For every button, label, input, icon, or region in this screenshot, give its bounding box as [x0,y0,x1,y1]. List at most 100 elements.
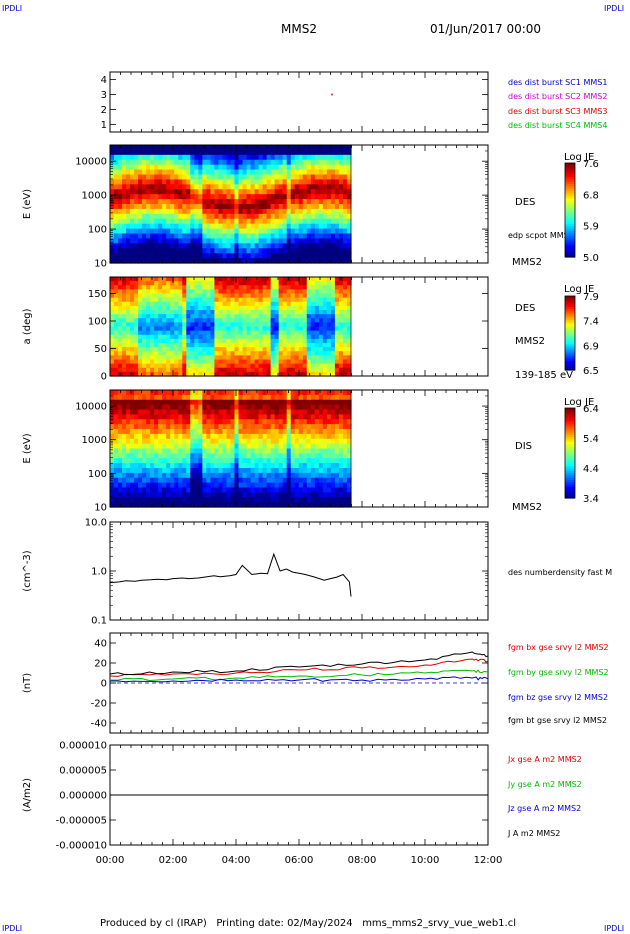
des_pitch-heatmap-cell [138,343,143,348]
des_pitch-heatmap-cell [166,289,171,295]
des_energy-heatmap-cell [198,223,203,230]
des_energy-heatmap-cell [274,253,280,259]
dis_energy-heatmap-cell [346,419,352,425]
dis_energy-heatmap-cell [218,399,224,406]
dis_energy-heatmap-cell [194,424,199,430]
des_pitch-heatmap-cell [282,355,288,361]
des_pitch-heatmap-cell [110,359,115,365]
des_pitch-heatmap-cell [122,363,127,369]
dis_energy-heatmap-cell [342,419,348,425]
dis_energy-heatmap-cell [330,443,336,450]
des_energy-heatmap-cell [226,258,232,264]
des_pitch-heatmap-cell [194,326,199,332]
dis_energy-heatmap-cell [326,429,332,435]
dis_energy-heatmap-cell [218,438,224,445]
des_energy-heatmap-cell [138,228,143,235]
des_pitch-heatmap-cell [226,301,232,307]
des_pitch-heatmap-cell [134,281,139,286]
des_energy-heatmap-cell [110,204,115,210]
des_energy-heatmap-cell [310,189,316,195]
des_energy-colorbar-title: Log JE [564,152,594,163]
des_energy-heatmap-cell [234,243,240,249]
des_pitch-heatmap-cell [126,297,131,303]
dis_energy-heatmap-cell [286,414,292,420]
des_pitch-heatmap-cell [198,334,203,340]
dis_energy-heatmap-cell [318,463,324,469]
des_pitch-heatmap-cell [222,322,228,328]
dis_energy-heatmap-cell [230,399,236,406]
des_energy-heatmap-cell [134,174,139,181]
des_energy-heatmap-cell [274,174,280,181]
des_energy-heatmap-cell [122,159,127,166]
des_energy-heatmap-cell [318,154,324,161]
des_energy-heatmap-cell [178,169,183,176]
des_pitch-heatmap-cell [146,363,151,369]
dis_energy-heatmap-cell [258,433,264,440]
des_energy-heatmap-cell [278,164,284,171]
des_pitch-heatmap-cell [274,334,280,340]
dis_energy-heatmap-cell [242,409,248,415]
des_energy-heatmap-cell [326,154,332,161]
des_pitch-heatmap-cell [174,314,179,319]
des_energy-heatmap-cell [278,194,284,200]
dis_energy-heatmap-cell [182,448,187,454]
des_energy-heatmap-cell [294,169,300,176]
des_pitch-heatmap-cell [210,363,216,369]
des_energy-heatmap-cell [182,218,187,225]
des_energy-heatmap-cell [242,238,248,244]
des_pitch-heatmap-cell [234,277,240,282]
dis_energy-heatmap-cell [210,443,216,450]
bottom-left-corner-label: IPDLI [2,924,23,933]
dis_energy-heatmap-cell [226,429,232,435]
des_pitch-heatmap-cell [298,322,304,328]
dis_energy-heatmap-cell [130,477,135,484]
des_pitch-heatmap-cell [210,371,216,377]
des_energy-heatmap-cell [342,194,348,200]
dis_energy-heatmap-cell [250,438,256,445]
des_energy-heatmap-cell [334,169,340,176]
des_pitch-heatmap-cell [178,355,183,361]
des_energy-heatmap-cell [170,213,175,220]
des_energy-colorbar-step [565,200,575,204]
dis_energy-heatmap-cell [130,497,135,503]
des_energy-heatmap-cell [342,159,348,166]
dis_energy-heatmap-cell [230,404,236,411]
des_pitch-heatmap-cell [110,301,115,307]
des_pitch-heatmap-cell [270,314,276,319]
des_energy-heatmap-cell [190,204,195,210]
dis_energy-heatmap-cell [110,419,115,425]
des_pitch-heatmap-cell [206,371,212,377]
des_energy-heatmap-cell [146,243,151,249]
dis_energy-heatmap-cell [138,419,143,425]
des_pitch-heatmap-cell [246,351,252,356]
dis_energy-heatmap-cell [246,468,252,474]
des_pitch-heatmap-cell [130,301,135,307]
des_pitch-heatmap-cell [342,351,348,356]
dis_energy-heatmap-cell [322,394,328,401]
dis_energy-heatmap-cell [270,472,276,479]
des_pitch-heatmap-cell [266,343,272,348]
des_energy-heatmap-cell [294,179,300,185]
des_pitch-heatmap-cell [190,338,195,344]
dis_energy-heatmap-cell [302,424,308,430]
dis_energy-heatmap-cell [154,399,159,406]
des_pitch-heatmap-cell [230,277,236,282]
des_pitch-heatmap-cell [226,343,232,348]
des_pitch-heatmap-cell [114,338,119,344]
des_energy-heatmap-cell [310,149,316,156]
dis_energy-heatmap-cell [310,404,316,411]
des_energy-colorbar-step [565,245,575,249]
des_pitch-heatmap-cell [126,322,131,328]
des_pitch-heatmap-cell [334,289,340,295]
des_energy-heatmap-cell [290,218,296,225]
des_pitch-heatmap-cell [334,347,340,352]
des_pitch-heatmap-cell [290,371,296,377]
dis_energy-heatmap-cell [278,394,284,401]
dis_energy-heatmap-cell [314,394,320,401]
des_pitch-heatmap-cell [114,367,119,373]
des_energy-heatmap-cell [314,223,320,230]
des_energy-heatmap-cell [142,174,147,181]
des_pitch-heatmap-cell [214,359,220,365]
des_pitch-heatmap-cell [274,297,280,303]
des_energy-heatmap-cell [318,223,324,230]
